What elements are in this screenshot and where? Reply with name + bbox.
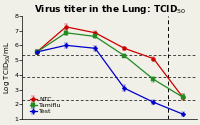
Legend: NTC, Tamiflu, Test: NTC, Tamiflu, Test: [29, 96, 62, 115]
Y-axis label: Log TCID$_{50}$/mL: Log TCID$_{50}$/mL: [3, 41, 13, 94]
Title: Virus titer in the Lung: TCID$_{50}$: Virus titer in the Lung: TCID$_{50}$: [34, 3, 186, 16]
